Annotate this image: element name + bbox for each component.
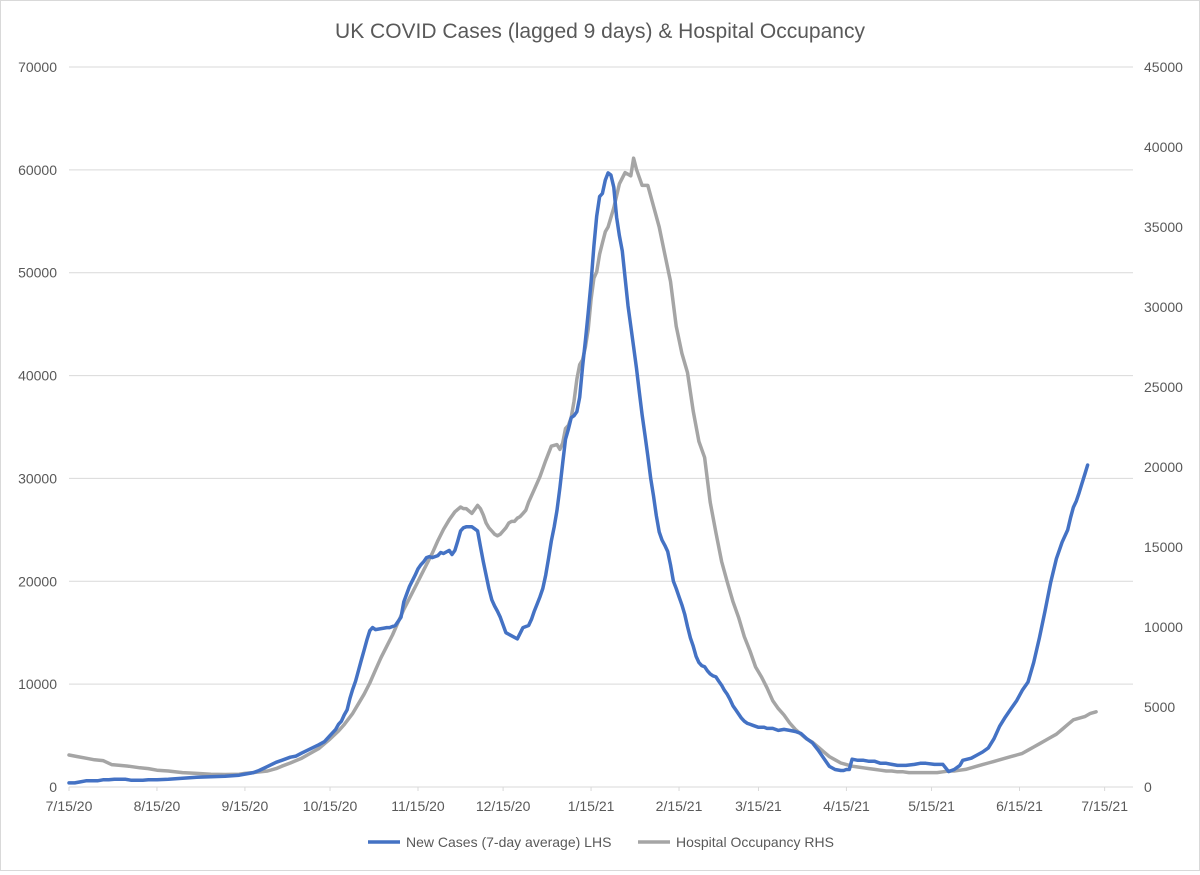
legend-label-hospital: Hospital Occupancy RHS [676, 834, 834, 850]
y-left-tick-label: 40000 [18, 368, 57, 384]
y-left-tick-label: 50000 [18, 265, 57, 281]
y-left-tick-label: 10000 [18, 676, 57, 692]
x-tick-label: 4/15/21 [823, 798, 870, 814]
series-lines [67, 156, 1098, 785]
x-tick-label: 8/15/20 [134, 798, 181, 814]
y-left-tick-label: 0 [49, 779, 57, 795]
series-line-hospital-occupancy [67, 156, 1098, 777]
y-right-tick-label: 20000 [1144, 459, 1183, 475]
y-left-tick-label: 30000 [18, 470, 57, 486]
y-right-tick-label: 35000 [1144, 219, 1183, 235]
x-tick-label: 7/15/21 [1081, 798, 1128, 814]
x-tick-label: 9/15/20 [222, 798, 269, 814]
y-right-tick-label: 45000 [1144, 59, 1183, 75]
x-tick-label: 2/15/21 [656, 798, 703, 814]
axes: 0 10000 20000 30000 40000 50000 60000 70000 0 500… [18, 59, 1183, 814]
y-left-tick-label: 60000 [18, 162, 57, 178]
y-right-tick-label: 0 [1144, 779, 1152, 795]
chart-title: UK COVID Cases (lagged 9 days) & Hospita… [335, 20, 865, 43]
y-right-tick-label: 15000 [1144, 539, 1183, 555]
y-right-tick-label: 25000 [1144, 379, 1183, 395]
x-tick-label: 12/15/20 [476, 798, 531, 814]
y-right-tick-label: 30000 [1144, 299, 1183, 315]
series-line-new-cases [67, 171, 1090, 785]
y-left-tick-label: 70000 [18, 59, 57, 75]
x-tick-label: 1/15/21 [568, 798, 615, 814]
x-tick-label: 7/15/20 [46, 798, 93, 814]
x-tick-label: 5/15/21 [908, 798, 955, 814]
y-right-tick-label: 40000 [1144, 139, 1183, 155]
x-tick-label: 3/15/21 [735, 798, 782, 814]
gridlines [69, 66, 1133, 685]
x-tick-label: 10/15/20 [303, 798, 358, 814]
x-tick-label: 6/15/21 [996, 798, 1043, 814]
y-right-tick-label: 10000 [1144, 619, 1183, 635]
y-right-tick-label: 5000 [1144, 699, 1175, 715]
y-left-tick-label: 20000 [18, 573, 57, 589]
x-tick-label: 11/15/20 [391, 798, 445, 814]
legend: New Cases (7-day average) LHS Hospital O… [368, 834, 834, 850]
legend-label-cases: New Cases (7-day average) LHS [406, 834, 611, 850]
